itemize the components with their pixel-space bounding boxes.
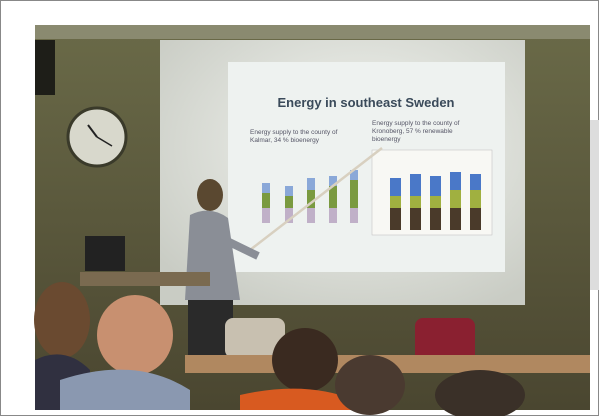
shape	[307, 178, 315, 190]
photo: Energy in southeast Sweden Energy supply…	[34, 25, 599, 416]
slide-chart-right	[371, 149, 493, 236]
pointer-stick	[249, 147, 383, 251]
shape	[240, 388, 355, 410]
shape	[390, 178, 401, 196]
shape	[329, 176, 337, 186]
shape	[350, 208, 358, 223]
slide-chart-left	[262, 170, 358, 223]
clock-hand	[96, 136, 113, 147]
chair	[225, 318, 285, 358]
shape	[285, 196, 293, 208]
speaker	[35, 40, 55, 95]
slide-title: Energy in southeast Sweden	[278, 95, 455, 110]
shape	[470, 190, 481, 208]
laptop	[85, 236, 125, 271]
shape	[223, 236, 260, 260]
shape	[329, 186, 337, 208]
shape	[262, 183, 270, 193]
shape	[285, 186, 293, 196]
shape	[34, 282, 90, 358]
shape	[450, 172, 461, 190]
ceiling	[35, 25, 590, 39]
slide-caption: Kalmar, 34 % bioenergy	[250, 137, 320, 144]
shape	[262, 208, 270, 223]
slide-caption: bioenergy	[372, 136, 401, 143]
shape	[197, 179, 223, 211]
shape	[272, 328, 338, 392]
shape	[329, 208, 337, 223]
shape	[450, 190, 461, 208]
shape	[430, 196, 441, 208]
clock-hand	[87, 124, 98, 138]
shape	[470, 208, 481, 230]
shape	[430, 176, 441, 196]
shape	[410, 196, 421, 208]
door	[590, 120, 599, 290]
shape	[435, 370, 525, 416]
shape	[390, 208, 401, 230]
shape	[307, 208, 315, 223]
shape	[390, 196, 401, 208]
shape	[335, 355, 405, 415]
shape	[307, 190, 315, 208]
slide-caption: Energy supply to the county of	[372, 120, 460, 127]
shape	[262, 193, 270, 208]
shape	[410, 174, 421, 196]
shape	[430, 208, 441, 230]
slide-caption: Energy supply to the county of	[250, 129, 338, 136]
desk	[80, 272, 210, 286]
shape	[470, 174, 481, 190]
audience	[34, 282, 525, 416]
slide-caption: Kronoberg, 57 % renewable	[372, 128, 453, 135]
shape	[350, 180, 358, 208]
shape	[410, 208, 421, 230]
shape	[97, 295, 173, 375]
shape	[285, 208, 293, 223]
shape	[350, 170, 358, 180]
shape	[60, 369, 190, 410]
shape	[450, 208, 461, 230]
